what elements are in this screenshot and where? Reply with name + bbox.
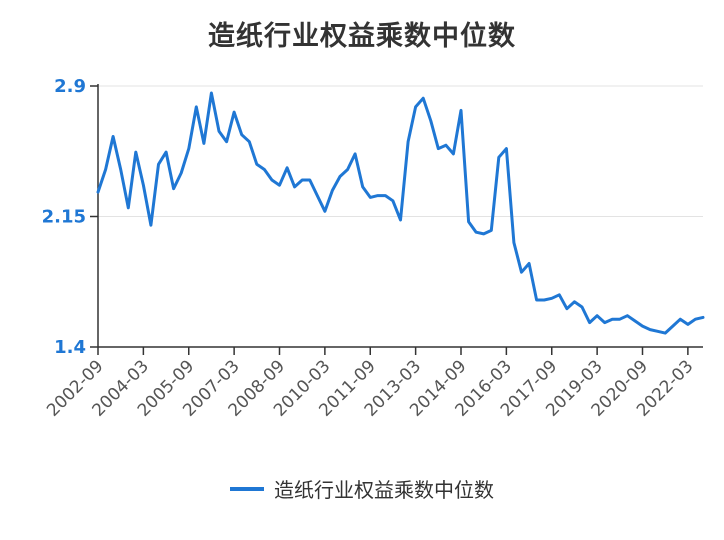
y-tick-label: 2.15 bbox=[42, 207, 86, 228]
axes bbox=[97, 84, 703, 348]
series-group bbox=[96, 91, 705, 335]
legend-swatch bbox=[230, 486, 264, 491]
legend: 造纸行业权益乘数中位数 bbox=[0, 474, 724, 503]
y-axis-ticks: 1.4 2.15 2.9 bbox=[42, 76, 98, 358]
series-line bbox=[96, 91, 705, 335]
x-axis-ticks: 2002-092004-032005-092007-032008-092010-… bbox=[43, 347, 697, 421]
y-tick-label: 1.4 bbox=[54, 337, 86, 358]
legend-label: 造纸行业权益乘数中位数 bbox=[274, 478, 494, 502]
y-tick-label: 2.9 bbox=[54, 76, 86, 97]
chart-title: 造纸行业权益乘数中位数 bbox=[208, 21, 516, 52]
